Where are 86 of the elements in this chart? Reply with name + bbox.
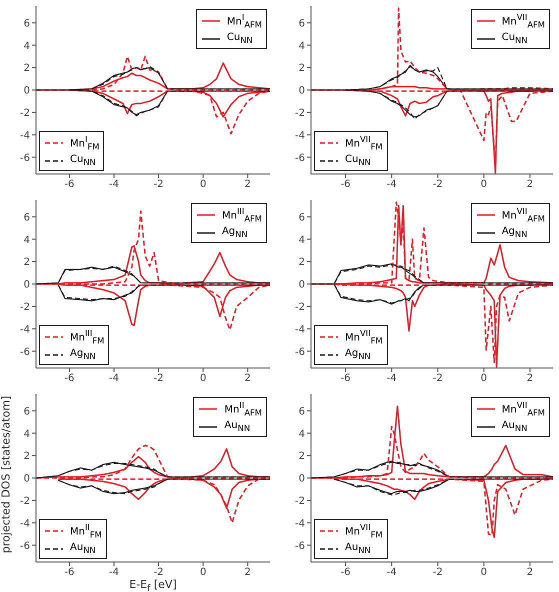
x-tick-label: 2	[244, 373, 251, 384]
y-tick-label: 4	[24, 234, 30, 246]
y-tick-label: -6	[295, 152, 305, 164]
x-tick-label: -4	[109, 567, 119, 578]
y-tick-label: -2	[295, 302, 305, 313]
y-tick-label: -4	[295, 130, 305, 142]
x-tick-label: -6	[64, 373, 74, 384]
legend-label: Au$_{NN}$	[224, 419, 250, 436]
y-tick-label: -6	[20, 540, 30, 552]
y-tick-label: 0	[24, 474, 30, 485]
legend-label: Ag$_{NN}$	[222, 225, 248, 242]
x-tick-label: 0	[200, 567, 206, 578]
y-tick-label: 4	[298, 428, 305, 440]
y-tick-label: 4	[24, 428, 30, 440]
y-tick-label: -4	[20, 130, 30, 142]
y-tick-label: -4	[20, 518, 30, 530]
x-tick-label: -4	[109, 373, 119, 384]
y-tick-label: -4	[295, 324, 305, 336]
y-tick-label: 2	[24, 257, 30, 268]
y-tick-label: -2	[295, 108, 305, 119]
x-tick-label: 2	[526, 373, 534, 384]
x-axis-title: E-E$_{f}$ [eV]	[129, 578, 177, 592]
y-tick-label: 0	[24, 86, 30, 97]
x-tick-label: -2	[432, 373, 443, 384]
x-tick-label: 0	[200, 373, 206, 384]
legend-label: Au$_{NN}$	[345, 541, 371, 557]
y-tick-label: -2	[20, 496, 30, 507]
x-tick-label: -6	[64, 567, 74, 578]
y-tick-label: 2	[24, 451, 30, 462]
y-tick-label: 0	[298, 474, 305, 485]
y-tick-label: 6	[24, 406, 30, 418]
legend-label: Cu$_{NN}$	[345, 153, 371, 169]
y-tick-label: -6	[20, 346, 30, 358]
x-tick-label: -2	[432, 179, 443, 190]
y-tick-label: 0	[24, 280, 30, 291]
x-tick-label: 0	[480, 179, 488, 190]
legend-label: Ag$_{NN}$	[345, 347, 371, 363]
y-tick-label: 0	[298, 86, 305, 97]
x-tick-label: -2	[154, 567, 164, 578]
y-tick-label: 2	[298, 451, 305, 462]
x-tick-label: -6	[340, 567, 351, 578]
x-tick-label: 2	[526, 179, 534, 190]
legend-label: Cu$_{NN}$	[70, 153, 96, 169]
x-tick-label: -2	[154, 179, 164, 190]
y-tick-label: 2	[298, 257, 305, 268]
legend-label: Cu$_{NN}$	[226, 31, 253, 48]
y-tick-label: 0	[298, 280, 305, 291]
y-tick-label: 4	[24, 40, 30, 52]
x-tick-label: -2	[432, 567, 443, 578]
x-tick-label: -6	[64, 179, 74, 190]
y-tick-label: -6	[295, 346, 305, 358]
y-tick-label: 6	[298, 406, 305, 418]
x-tick-label: 2	[244, 179, 251, 190]
y-tick-label: -6	[20, 152, 30, 164]
x-tick-label: 2	[526, 567, 534, 578]
x-tick-label: -4	[386, 373, 397, 384]
x-tick-label: -4	[109, 179, 119, 190]
y-tick-label: -6	[295, 540, 305, 552]
x-tick-label: 2	[244, 567, 251, 578]
legend-label: Au$_{NN}$	[70, 541, 96, 557]
y-tick-label: -4	[295, 518, 305, 530]
y-tick-label: 6	[24, 18, 30, 30]
y-tick-label: 6	[24, 212, 30, 224]
y-tick-label: -2	[295, 496, 305, 507]
x-tick-label: 0	[480, 567, 488, 578]
x-tick-label: -2	[154, 373, 164, 384]
x-tick-label: -6	[340, 179, 351, 190]
y-axis-title: projected DOS [states/atom]	[0, 396, 12, 554]
x-tick-label: 0	[200, 179, 206, 190]
y-tick-label: 4	[298, 234, 305, 246]
x-tick-label: -4	[386, 179, 397, 190]
y-tick-label: 4	[298, 40, 305, 52]
y-tick-label: 6	[298, 212, 305, 224]
y-tick-label: -4	[20, 324, 30, 336]
legend-label: Cu$_{NN}$	[502, 31, 528, 48]
legend-label: Au$_{NN}$	[502, 419, 528, 436]
y-tick-label: -2	[20, 302, 30, 313]
legend-label: Ag$_{NN}$	[502, 225, 528, 242]
legend-label: Ag$_{NN}$	[70, 347, 96, 363]
x-tick-label: -4	[386, 567, 397, 578]
y-tick-label: 2	[24, 63, 30, 74]
y-tick-label: -2	[20, 108, 30, 119]
y-tick-label: 6	[298, 18, 305, 30]
y-tick-label: 2	[298, 63, 305, 74]
x-tick-label: -6	[340, 373, 351, 384]
x-tick-label: 0	[480, 373, 488, 384]
